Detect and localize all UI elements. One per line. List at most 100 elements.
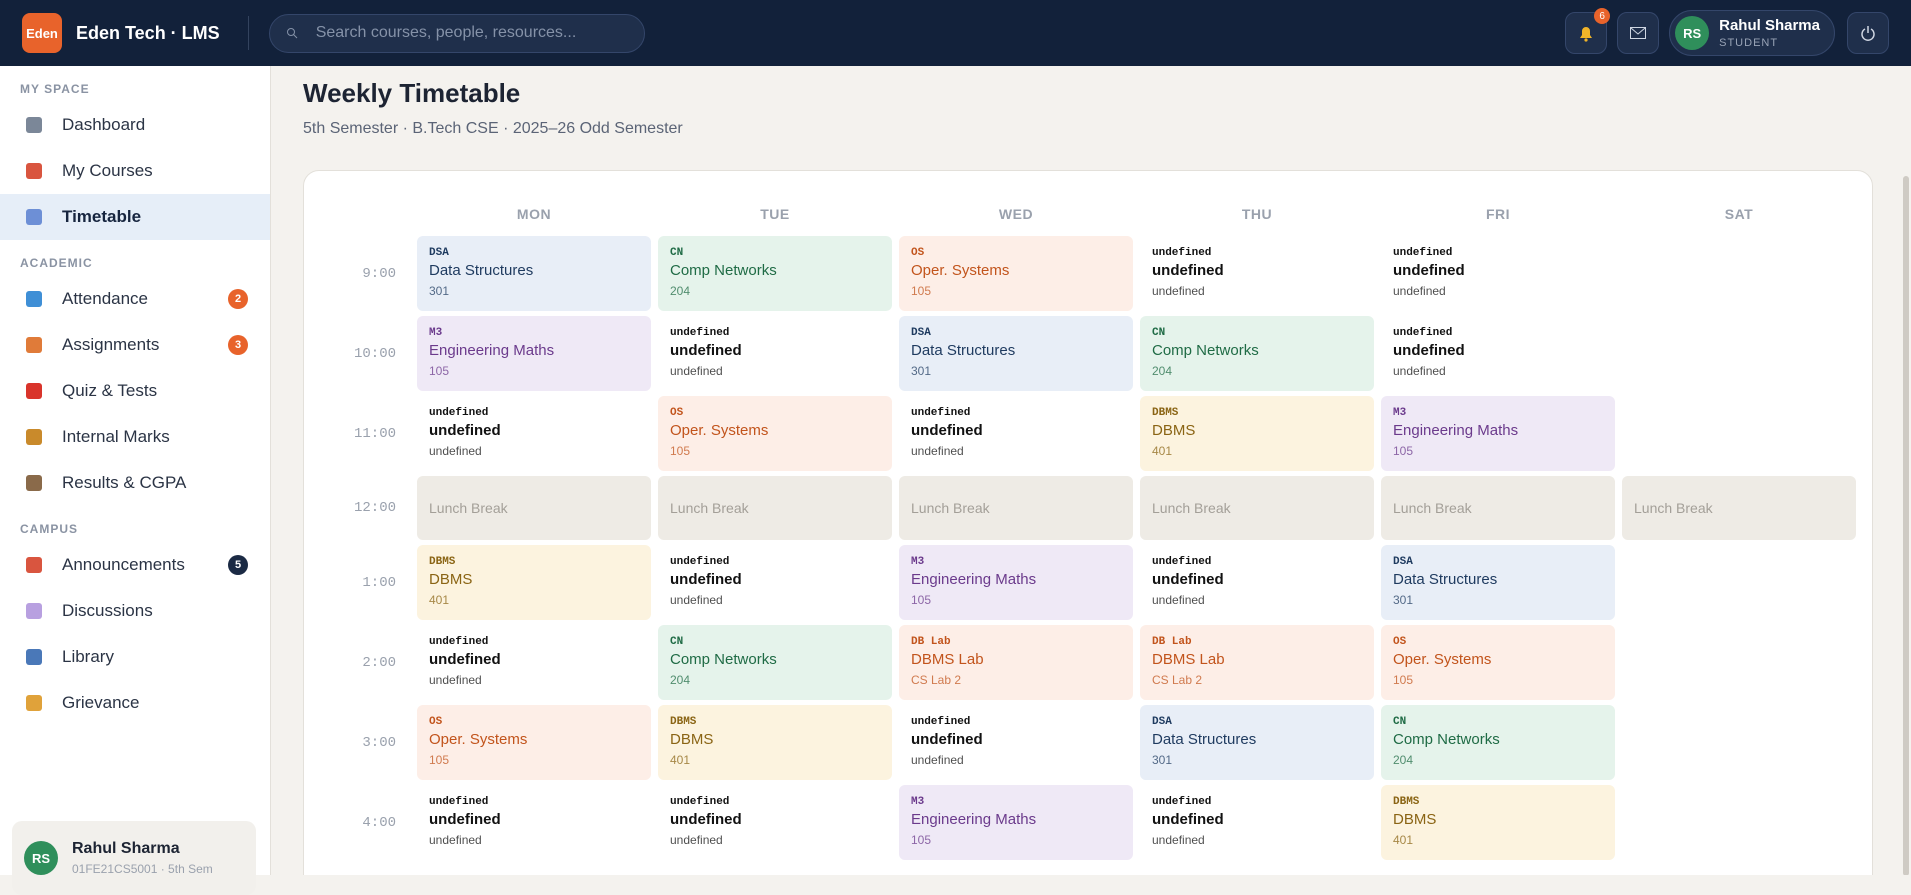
course-name: Oper. Systems [670,422,769,439]
nav-item[interactable]: Timetable [0,194,270,240]
empty-slot [1622,396,1856,471]
class-slot[interactable]: DBMS DBMS 401 [658,705,892,780]
class-slot[interactable]: DSA Data Structures 301 [899,316,1133,391]
nav-label: Dashboard [62,115,146,134]
class-slot[interactable]: M3 Engineering Maths 105 [899,785,1133,860]
class-slot[interactable]: undefined undefined undefined [899,705,1133,780]
class-slot[interactable]: CN Comp Networks 204 [658,625,892,700]
search-box[interactable]: Search courses, people, resources... [268,13,645,53]
class-slot[interactable]: undefined undefined undefined [417,625,651,700]
class-slot[interactable]: M3 Engineering Maths 105 [417,316,651,391]
class-slot[interactable]: undefined undefined undefined [658,316,892,391]
notifications-button[interactable]: 6 [1565,8,1611,54]
class-slot[interactable]: DSA Data Structures 301 [1381,545,1615,620]
class-slot[interactable]: undefined undefined undefined [1381,316,1615,391]
course-code: undefined [1152,247,1212,259]
class-slot[interactable]: CN Comp Networks 204 [1140,316,1374,391]
time-label: 10:00 [353,345,396,362]
class-slot[interactable]: CN Comp Networks 204 [1381,705,1615,780]
class-slot[interactable]: M3 Engineering Maths 105 [1381,396,1615,471]
room: undefined [1152,833,1205,847]
top-bar: Eden Eden Tech · LMS Search courses, peo… [0,0,1911,66]
class-slot[interactable]: DSA Data Structures 301 [417,236,651,311]
sidebar-user[interactable]: RS Rahul Sharma 01FE21CS5001 · 5th Sem [12,821,256,895]
room: 301 [911,364,932,378]
class-slot[interactable]: OS Oper. Systems 105 [658,396,892,471]
course-code: OS [670,407,684,419]
class-slot[interactable]: M3 Engineering Maths 105 [899,545,1133,620]
class-slot[interactable]: undefined undefined undefined [1140,785,1374,860]
course-name: Comp Networks [670,262,777,279]
section-title: ACADEMIC [20,256,93,270]
day-header: MON [516,206,552,222]
logo[interactable]: Eden [22,13,62,53]
class-slot[interactable]: CN Comp Networks 204 [658,236,892,311]
time-label: 4:00 [362,814,396,831]
class-slot[interactable]: DBMS DBMS 401 [417,545,651,620]
nav-item[interactable]: My Courses [0,148,270,194]
nav-item[interactable]: Announcements 5 [0,542,270,588]
nav-label: Internal Marks [62,427,170,446]
class-slot[interactable]: undefined undefined undefined [1140,545,1374,620]
nav-badge: 5 [228,555,248,575]
course-name: Data Structures [1152,731,1257,748]
class-slot[interactable]: DBMS DBMS 401 [1381,785,1615,860]
room: undefined [1393,364,1446,378]
lunch-slot: Lunch Break [417,476,651,540]
class-slot[interactable]: DB Lab DBMS Lab CS Lab 2 [1140,625,1374,700]
room: 204 [670,284,691,298]
course-name: undefined [429,422,501,439]
course-name: undefined [1152,262,1224,279]
nav-item[interactable]: Grievance [0,680,270,726]
class-slot[interactable]: DBMS DBMS 401 [1140,396,1374,471]
course-name: Engineering Maths [911,811,1037,828]
nav-item[interactable]: Results & CGPA [0,460,270,506]
section-title: MY SPACE [20,82,90,96]
room: 204 [670,673,691,687]
class-slot[interactable]: OS Oper. Systems 105 [417,705,651,780]
class-slot[interactable]: undefined undefined undefined [417,396,651,471]
course-name: undefined [1152,571,1224,588]
course-code: DSA [429,247,449,259]
class-slot[interactable]: OS Oper. Systems 105 [1381,625,1615,700]
room: 301 [429,284,450,298]
mail-icon [1630,27,1647,39]
class-slot[interactable]: undefined undefined undefined [1381,236,1615,311]
class-slot[interactable]: DSA Data Structures 301 [1140,705,1374,780]
class-slot[interactable]: undefined undefined undefined [1140,236,1374,311]
course-name: undefined [911,731,983,748]
class-slot[interactable]: DB Lab DBMS Lab CS Lab 2 [899,625,1133,700]
course-code: undefined [911,407,971,419]
section-title: CAMPUS [20,522,79,536]
nav-item[interactable]: Assignments 3 [0,322,270,368]
user-menu[interactable]: RS Rahul Sharma STUDENT [1669,10,1835,56]
nav-item[interactable]: Internal Marks [0,414,270,460]
class-slot[interactable]: undefined undefined undefined [417,785,651,860]
course-name: Engineering Maths [429,342,555,359]
day-header: THU [1241,206,1273,222]
search-icon [286,28,298,39]
course-code: DBMS [1152,407,1179,419]
nav-item[interactable]: Discussions [0,588,270,634]
course-code: undefined [670,796,730,808]
nav-badge: 2 [228,289,248,309]
class-slot[interactable]: OS Oper. Systems 105 [899,236,1133,311]
empty-slot [1622,705,1856,780]
room: 401 [670,753,691,767]
class-slot[interactable]: undefined undefined undefined [658,785,892,860]
logout-button[interactable] [1847,12,1889,54]
scrollbar[interactable] [1903,176,1909,875]
nav-item[interactable]: Library [0,634,270,680]
room: undefined [670,833,723,847]
class-slot[interactable]: undefined undefined undefined [899,396,1133,471]
room: 105 [429,753,450,767]
nav-item[interactable]: Dashboard [0,102,270,148]
class-slot[interactable]: undefined undefined undefined [658,545,892,620]
messages-button[interactable] [1617,12,1660,54]
nav-item[interactable]: Attendance 2 [0,276,270,322]
course-name: undefined [670,571,742,588]
user-name: Rahul Sharma [1719,17,1820,34]
course-code: DB Lab [1152,636,1192,648]
room: undefined [429,833,482,847]
nav-item[interactable]: Quiz & Tests [0,368,270,414]
